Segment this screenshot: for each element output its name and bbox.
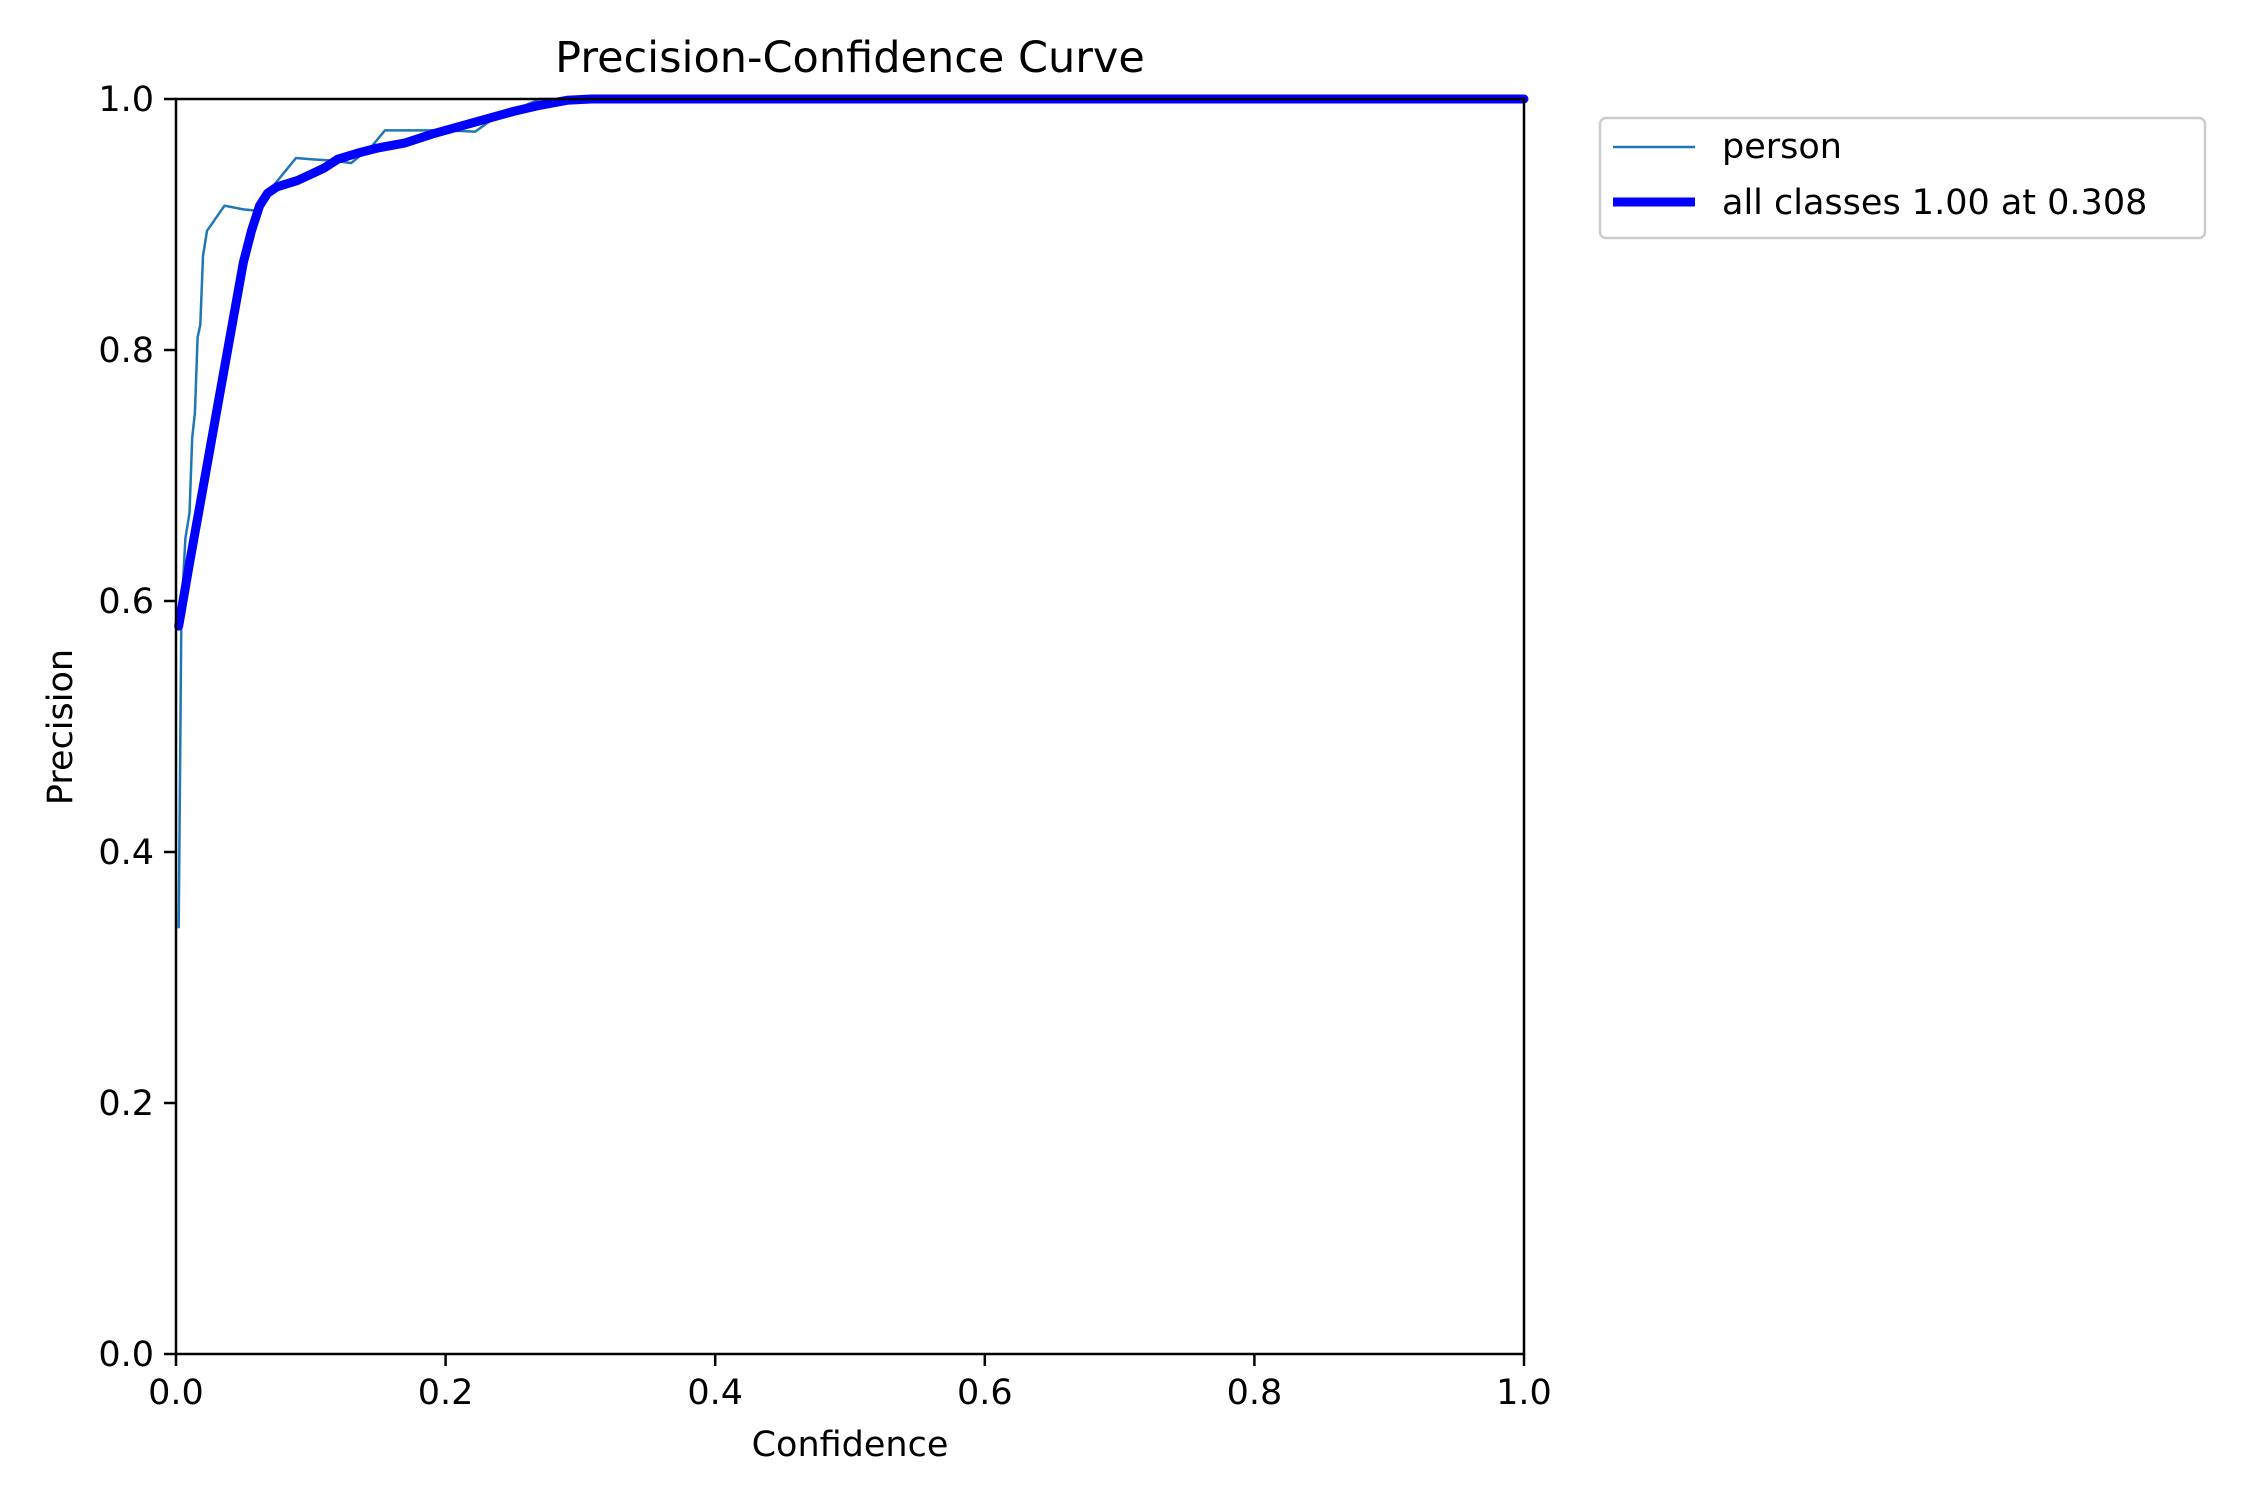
y-tick-label: 0.0 xyxy=(98,1335,154,1375)
y-tick-label: 0.6 xyxy=(98,582,154,622)
x-tick-label: 1.0 xyxy=(1496,1373,1552,1413)
legend-label-all-classes: all classes 1.00 at 0.308 xyxy=(1722,183,2147,223)
legend-frame xyxy=(1598,116,2207,240)
chart-title: Precision-Confidence Curve xyxy=(555,33,1145,83)
x-tick-label: 0.2 xyxy=(418,1373,474,1413)
plot-frame xyxy=(174,97,1526,1356)
plot-area xyxy=(174,94,1529,1356)
y-tick-label: 0.4 xyxy=(98,833,154,873)
y-axis-ticks: 0.0 0.2 0.4 0.6 0.8 1.0 xyxy=(98,80,176,1375)
x-tick-label: 0.0 xyxy=(148,1373,204,1413)
legend: person all classes 1.00 at 0.308 xyxy=(1598,116,2207,240)
y-tick-label: 0.2 xyxy=(98,1084,154,1124)
y-tick-label: 1.0 xyxy=(98,80,154,120)
x-tick-label: 0.6 xyxy=(957,1373,1013,1413)
x-tick-label: 0.4 xyxy=(687,1373,743,1413)
y-tick-label: 0.8 xyxy=(98,331,154,371)
y-axis-label: Precision xyxy=(41,649,81,805)
x-axis-ticks: 0.0 0.2 0.4 0.6 0.8 1.0 xyxy=(148,1354,1552,1413)
legend-label-person: person xyxy=(1722,127,1842,167)
x-tick-label: 0.8 xyxy=(1227,1373,1283,1413)
x-axis-label: Confidence xyxy=(752,1425,949,1465)
